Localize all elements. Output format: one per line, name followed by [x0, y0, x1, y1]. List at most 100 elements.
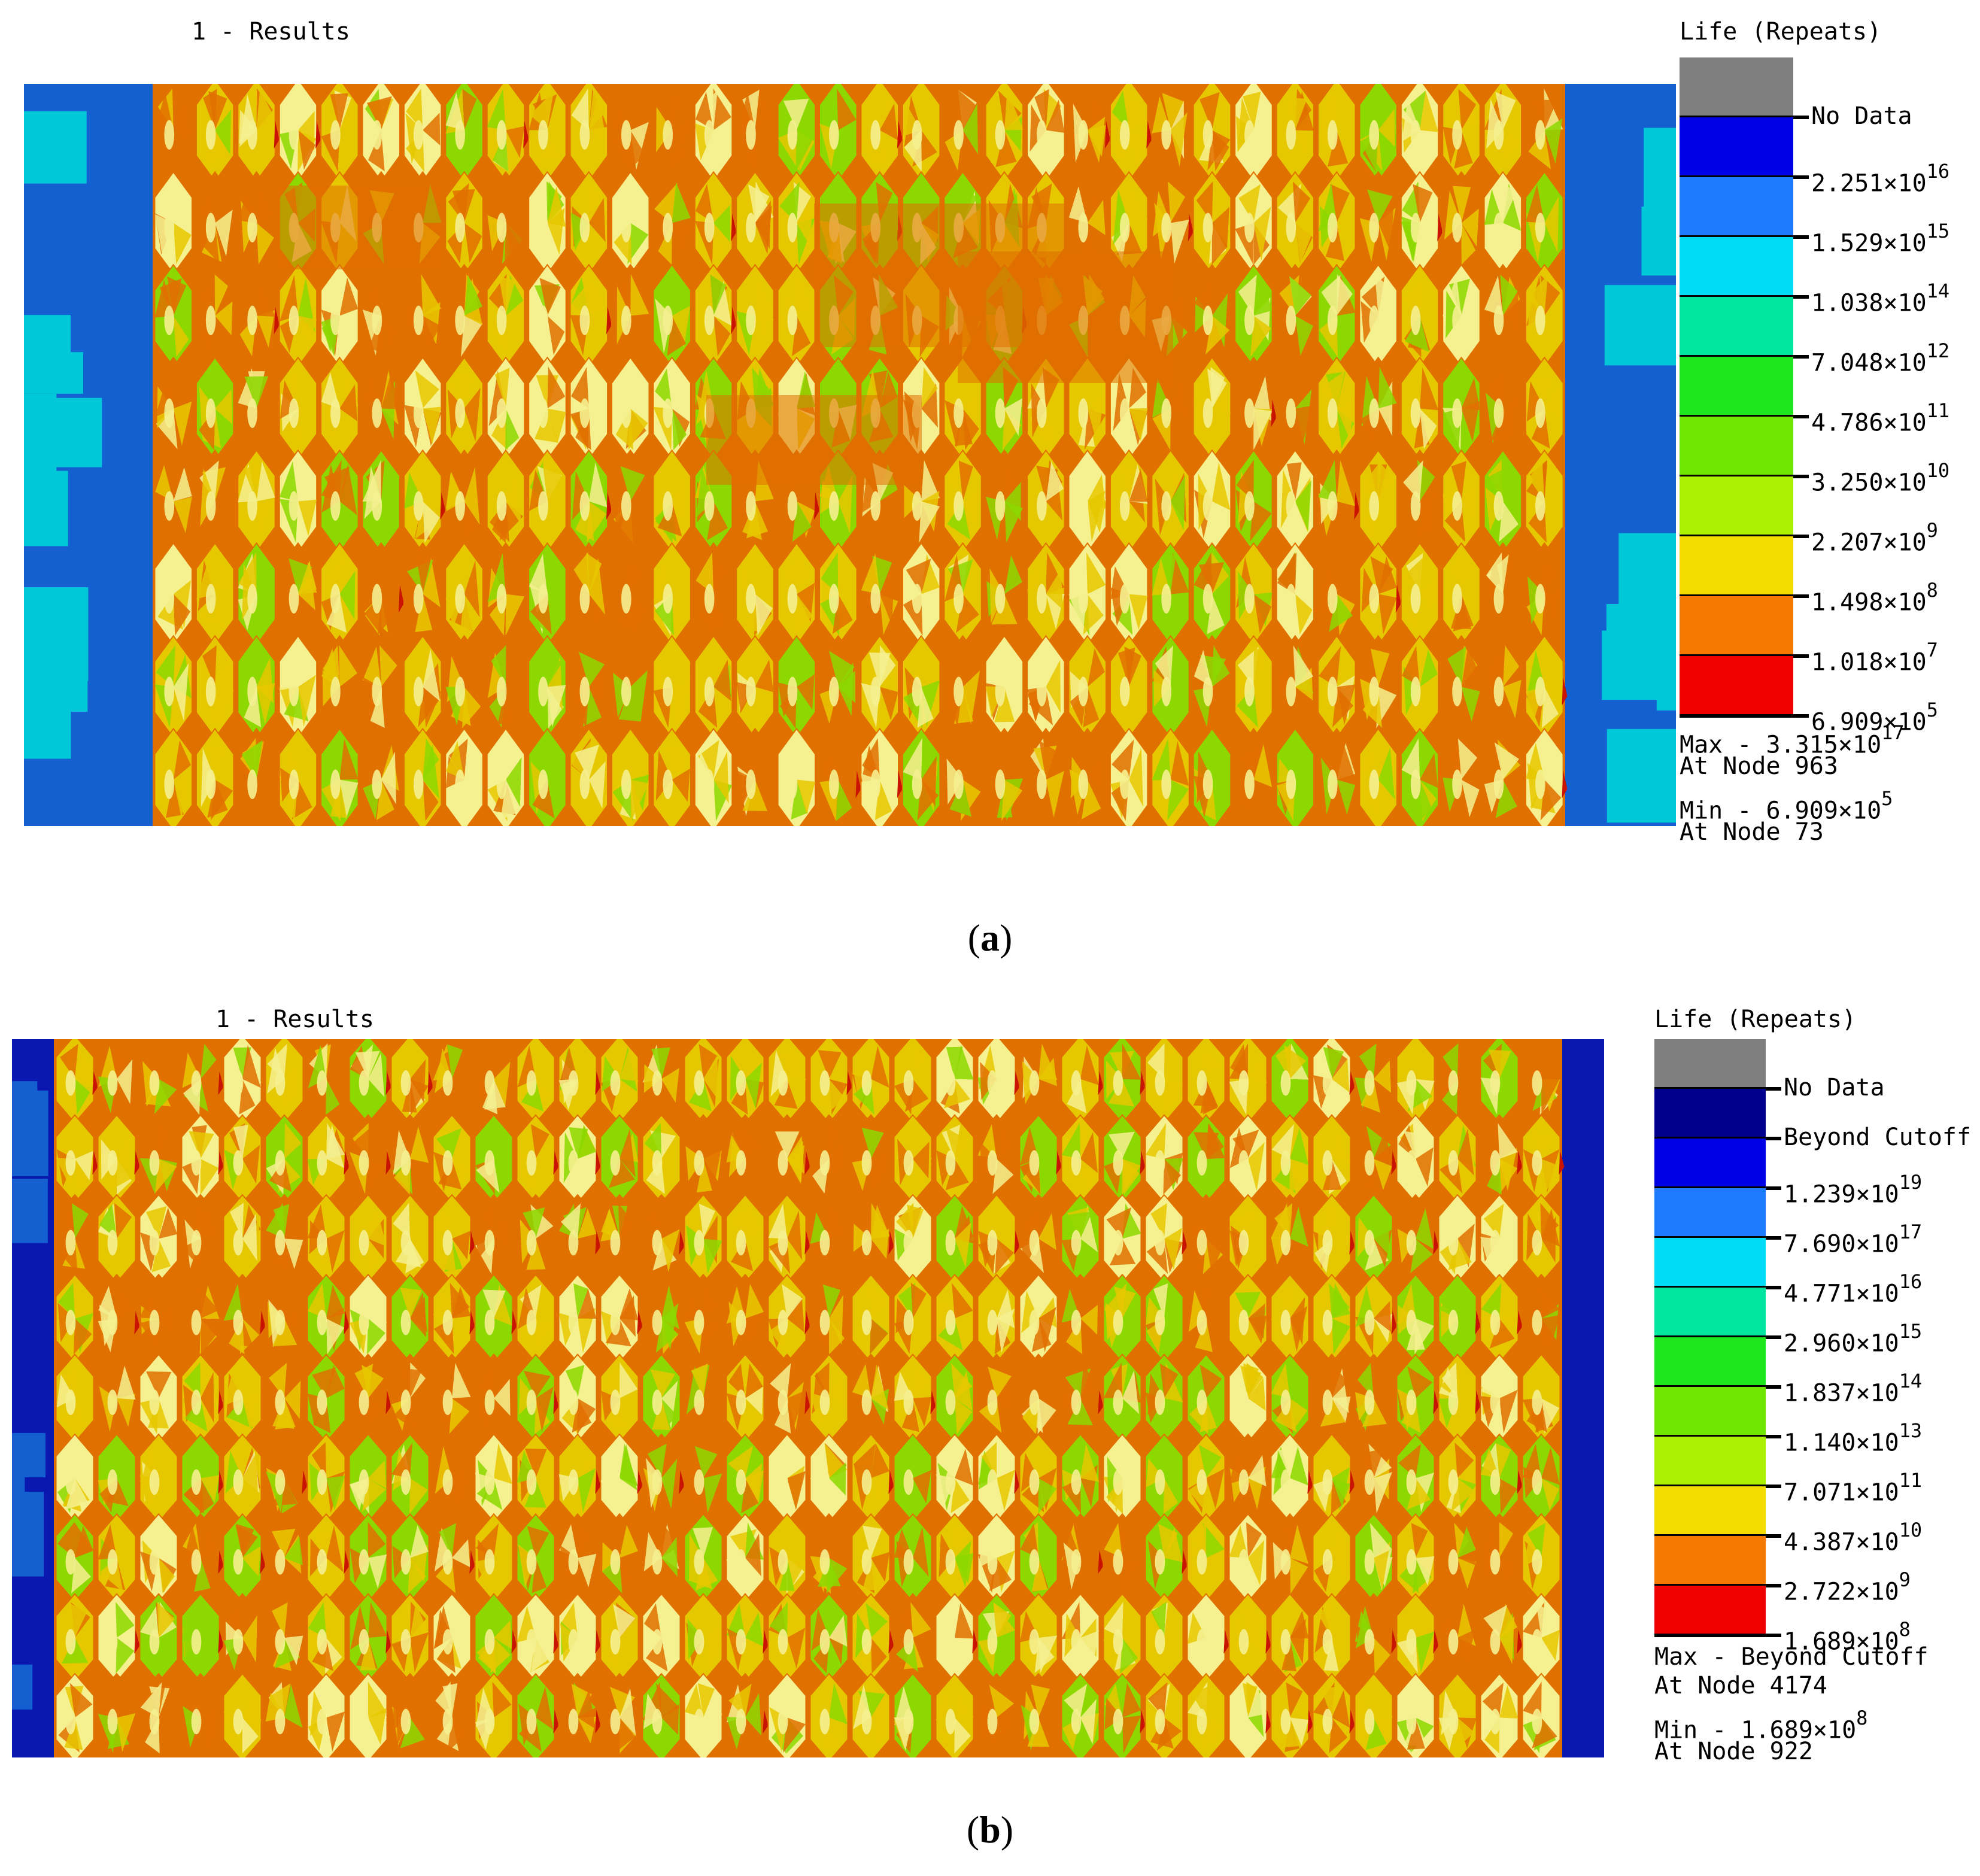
results-title: 1 - Results	[192, 18, 350, 45]
cell-facet	[71, 1558, 91, 1593]
cell-facet	[1365, 1238, 1389, 1271]
cell-facet	[1494, 742, 1519, 780]
cell-highlight	[987, 1389, 998, 1415]
cell-facet	[1454, 1443, 1474, 1479]
cell-facet	[464, 387, 481, 442]
cell-facet	[1246, 1522, 1262, 1558]
cell-highlight	[442, 1230, 453, 1256]
cell-facet	[791, 739, 808, 780]
cell-highlight	[1448, 1310, 1459, 1335]
weld-cell	[893, 1194, 933, 1284]
weld-cell	[516, 1039, 555, 1124]
weld-cell	[893, 1433, 933, 1523]
low-life-spot	[804, 1310, 810, 1335]
weld-cell	[486, 84, 529, 183]
cell-facet	[367, 1318, 385, 1355]
cell-facet	[573, 1283, 588, 1319]
cell-facet	[898, 1283, 916, 1319]
weld-cell	[1103, 1353, 1142, 1443]
cell-facet	[1293, 645, 1314, 687]
right-edge-patch	[1602, 630, 1676, 700]
low-life-spot	[1265, 1629, 1271, 1654]
cell-highlight	[1029, 1310, 1040, 1335]
cell-highlight	[1113, 1389, 1123, 1415]
cell-facet	[1199, 1398, 1217, 1432]
cell-facet	[588, 89, 606, 130]
weld-cell	[1144, 1273, 1184, 1364]
cell-highlight	[1238, 1070, 1249, 1096]
weld-cell	[1483, 542, 1523, 646]
cell-highlight	[400, 1230, 411, 1256]
legend-label-value: 2.960×10	[1784, 1329, 1899, 1358]
weld-cell	[1317, 263, 1356, 368]
low-life-spot	[553, 1629, 559, 1654]
cell-facet	[943, 1079, 971, 1109]
cell-facet	[829, 1146, 847, 1191]
cell-facet	[1374, 1541, 1390, 1590]
low-life-spot	[855, 770, 861, 799]
legend-swatch	[1654, 1536, 1766, 1586]
weld-cell	[223, 1433, 262, 1523]
weld-cell	[486, 727, 526, 826]
weld-cell	[181, 1039, 224, 1124]
cell-facet	[536, 1686, 554, 1730]
cell-facet	[740, 1124, 763, 1159]
legend-label: 1.689×108	[1784, 1618, 1911, 1655]
cell-highlight	[953, 491, 964, 521]
weld-cell	[445, 84, 484, 183]
cell-facet	[1457, 1224, 1475, 1268]
cell-facet	[1129, 89, 1147, 130]
cell-facet	[1202, 1717, 1225, 1753]
cell-facet	[1320, 1398, 1346, 1427]
cell-facet	[284, 1060, 300, 1099]
cell-highlight	[289, 120, 299, 150]
cell-highlight	[663, 213, 673, 243]
weld-cell	[977, 1593, 1016, 1683]
cell-highlight	[442, 1469, 453, 1495]
cell-highlight	[1490, 1389, 1501, 1415]
cell-facet	[158, 560, 184, 594]
cell-facet	[423, 556, 441, 608]
cell-highlight	[1327, 305, 1338, 336]
cell-facet	[1483, 1605, 1507, 1638]
cell-highlight	[568, 1310, 579, 1335]
weld-cell	[611, 449, 650, 554]
cell-highlight	[694, 1389, 704, 1415]
cell-highlight	[694, 1629, 704, 1655]
cell-facet	[280, 367, 298, 409]
cell-highlight	[496, 398, 507, 429]
cell-highlight	[861, 1150, 872, 1176]
low-life-spot	[606, 306, 612, 335]
cell-highlight	[621, 398, 631, 429]
cell-highlight	[400, 1389, 411, 1415]
cell-highlight	[1410, 120, 1421, 150]
cell-facet	[619, 1444, 637, 1491]
cell-facet	[423, 649, 441, 702]
legend-label: 2.251×1016	[1811, 160, 1949, 198]
cell-facet	[173, 92, 192, 144]
cell-facet	[1358, 1362, 1374, 1398]
cell-facet	[829, 1318, 845, 1355]
weld-cell	[725, 1353, 765, 1443]
legend-label-value: 2.251×10	[1811, 169, 1927, 198]
cell-highlight	[1029, 1230, 1040, 1256]
cell-highlight	[400, 1070, 411, 1096]
cell-highlight	[1493, 769, 1504, 800]
cell-highlight	[1196, 1389, 1207, 1415]
cell-facet	[917, 779, 939, 821]
weld-cell	[725, 1672, 769, 1757]
weld-cell	[1151, 449, 1190, 554]
cell-facet	[461, 315, 483, 357]
weld-cell	[1019, 1513, 1058, 1603]
cell-facet	[484, 1127, 503, 1159]
cell-facet	[997, 1700, 1013, 1748]
cell-highlight	[568, 1549, 579, 1575]
weld-cell	[977, 1672, 1016, 1757]
cell-highlight	[652, 1549, 663, 1575]
legend-label-exponent: 11	[1926, 399, 1950, 422]
legend-label-value: 4.387×10	[1784, 1528, 1899, 1556]
weld-cell	[851, 1039, 891, 1124]
weld-cell	[652, 635, 691, 739]
weld-cell	[767, 1273, 810, 1364]
weld-cell	[736, 542, 775, 646]
